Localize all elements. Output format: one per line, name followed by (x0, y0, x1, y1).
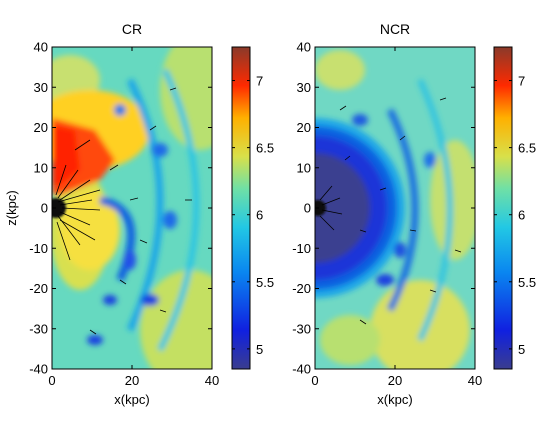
ncr-y-tick-label: 30 (297, 80, 311, 95)
cr-xlabel: x(kpc) (114, 392, 149, 407)
ncr-y-tick-label: 0 (304, 201, 311, 216)
ncr-velocity-arrows (319, 97, 462, 325)
ncr-colorbar: 7 6.5 6 5.5 5 (493, 46, 536, 370)
ncr-x-tick-label: 40 (468, 373, 482, 388)
cr-colorbar-label: 7 (256, 74, 263, 89)
cr-y-tick-label: -10 (29, 241, 48, 256)
cr-y-tick-label: 10 (34, 160, 48, 175)
ncr-title: NCR (380, 21, 410, 37)
cr-panel: CR (4, 21, 274, 407)
cr-heatmap (52, 47, 212, 369)
cr-colorbar-ticks: 7 6.5 6 5.5 5 (232, 74, 274, 357)
cr-x-tick-label: 0 (48, 373, 55, 388)
cr-axes: 0 20 40 40 30 20 10 0 -10 -20 -30 -40 (29, 40, 219, 389)
ncr-axes: 0 20 40 40 30 20 10 0 -10 -20 -30 -40 (292, 40, 482, 389)
cr-y-tick-label: -40 (29, 362, 48, 377)
cr-velocity-arrows (55, 87, 192, 335)
ncr-colorbar-label: 7 (518, 74, 525, 89)
cr-y-tick-label: 0 (41, 201, 48, 216)
cr-x-tick-label: 20 (125, 373, 139, 388)
cr-colorbar-label: 5.5 (256, 275, 274, 290)
cr-title: CR (122, 21, 142, 37)
ncr-y-tick-label: -20 (292, 281, 311, 296)
ncr-colorbar-label: 5.5 (518, 275, 536, 290)
cr-y-tick-label: 30 (34, 80, 48, 95)
ncr-y-tick-label: -30 (292, 321, 311, 336)
cr-ylabel: z(kpc) (4, 190, 19, 225)
ncr-colorbar-ticks: 7 6.5 6 5.5 5 (494, 74, 536, 357)
cr-y-tick-label: 40 (34, 40, 48, 55)
ncr-y-tick-label: 10 (297, 160, 311, 175)
ncr-colorbar-label: 5 (518, 342, 525, 357)
cr-y-tick-label: -20 (29, 281, 48, 296)
ncr-y-tick-label: -40 (292, 362, 311, 377)
cr-x-tick-label: 40 (205, 373, 219, 388)
ncr-xlabel: x(kpc) (377, 392, 412, 407)
cr-colorbar-label: 6 (256, 208, 263, 223)
ncr-y-tick-label: 20 (297, 120, 311, 135)
cr-colorbar: 7 6.5 6 5.5 5 (231, 46, 274, 370)
ncr-y-tick-label: -10 (292, 241, 311, 256)
cr-colorbar-label: 6.5 (256, 141, 274, 156)
ncr-x-tick-label: 0 (311, 373, 318, 388)
ncr-colorbar-label: 6.5 (518, 141, 536, 156)
ncr-panel: NCR (292, 21, 536, 407)
cr-colorbar-scale (231, 46, 251, 370)
ncr-heatmap (315, 47, 475, 369)
ncr-x-tick-label: 20 (388, 373, 402, 388)
ncr-y-tick-label: 40 (297, 40, 311, 55)
ncr-colorbar-scale (493, 46, 513, 370)
cr-y-tick-label: 20 (34, 120, 48, 135)
cr-colorbar-label: 5 (256, 342, 263, 357)
ncr-colorbar-label: 6 (518, 208, 525, 223)
cr-y-tick-label: -30 (29, 321, 48, 336)
